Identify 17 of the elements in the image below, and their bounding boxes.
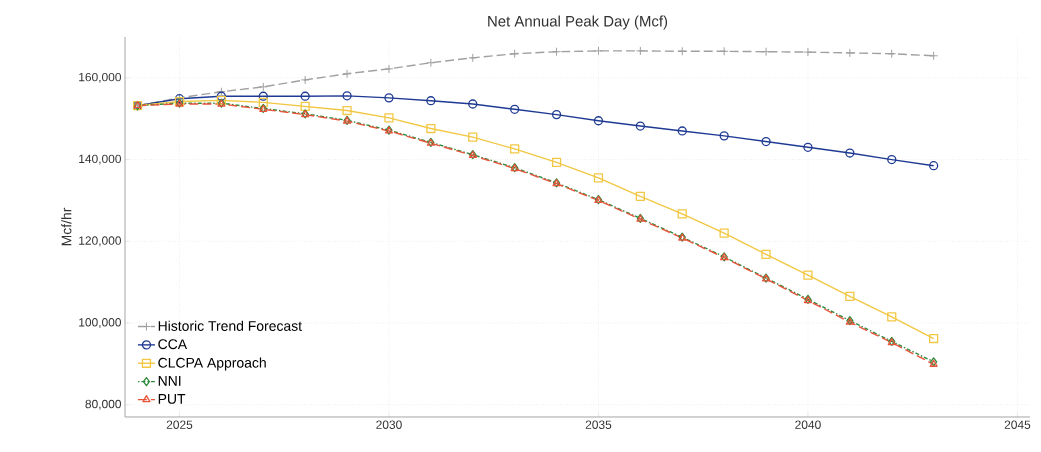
y-tick-label: 120,000 [79, 236, 122, 247]
chart-title: Net Annual Peak Day (Mcf) [488, 15, 668, 30]
y-tick-label: 80,000 [85, 399, 122, 410]
legend-label: CLCPA Approach [158, 357, 266, 371]
legend-label: CCA [158, 339, 188, 350]
legend-label: Historic Trend Forecast [158, 320, 302, 331]
x-tick-label: 2045 [1004, 420, 1031, 429]
x-tick-label: 2030 [376, 420, 402, 429]
x-tick-label: 2040 [795, 420, 821, 429]
x-tick-label: 2025 [166, 420, 193, 429]
y-tick-label: 160,000 [79, 72, 122, 83]
x-tick-label: 2035 [585, 420, 612, 429]
y-tick-label: 100,000 [79, 318, 122, 328]
y-axis-title: Mcf/hr [61, 207, 72, 246]
y-tick-label: 140,000 [79, 154, 122, 165]
legend-label: PUT [158, 394, 186, 404]
legend-label: NNI [158, 376, 181, 386]
